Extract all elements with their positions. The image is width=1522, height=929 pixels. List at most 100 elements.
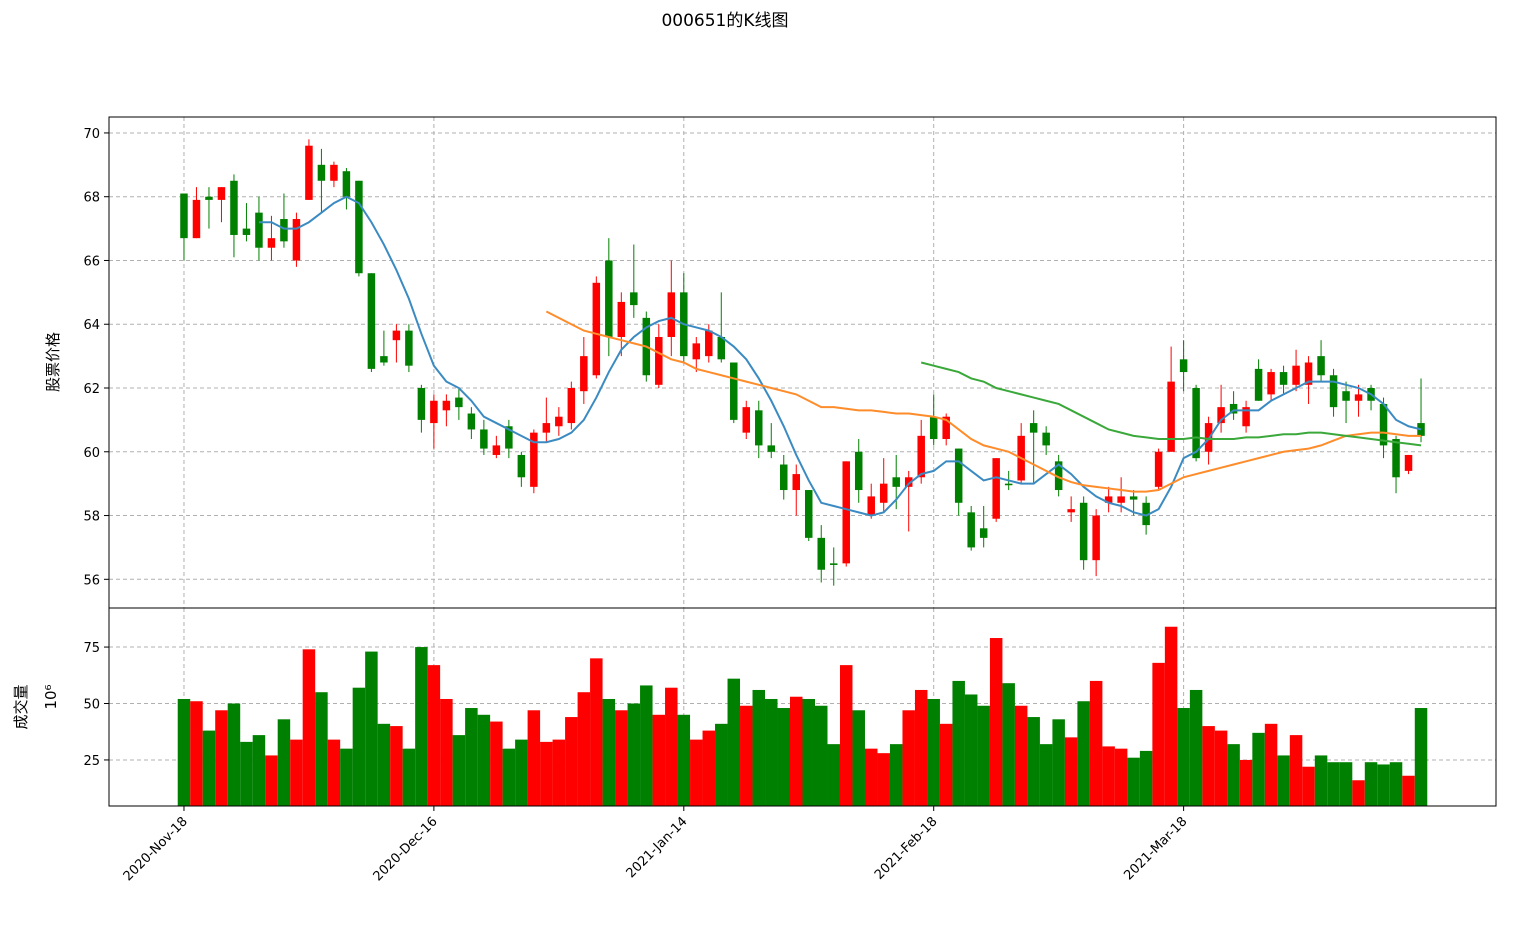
volume-bar — [240, 741, 253, 806]
volume-bar — [1252, 732, 1265, 806]
candle-body — [1354, 394, 1363, 401]
candle-body — [854, 451, 863, 491]
volume-bar — [1064, 737, 1078, 806]
candle-body — [1042, 432, 1050, 446]
volume-bar — [202, 730, 216, 806]
volume-bar — [1002, 683, 1015, 806]
x-tick-label: 2020-Nov-18 — [121, 814, 191, 884]
volume-bar — [1164, 626, 1178, 806]
volume-bar — [790, 696, 803, 806]
candle-body — [705, 330, 713, 357]
x-tick-label: 2021-Feb-18 — [872, 814, 941, 883]
candle-body — [1179, 359, 1188, 373]
candle-body — [1154, 451, 1163, 487]
volume-bar — [1039, 744, 1053, 806]
candle-body — [1092, 515, 1100, 561]
volume-bar — [677, 714, 691, 806]
volume-bar — [415, 647, 428, 806]
volume-bar — [964, 694, 978, 806]
volume-bar — [652, 714, 666, 806]
candle-body — [217, 187, 226, 200]
volume-bar — [477, 714, 491, 806]
volume-bar — [1077, 701, 1090, 806]
volume-bar — [864, 748, 878, 806]
candle-body — [1117, 496, 1125, 503]
volume-bar — [277, 719, 291, 806]
y-tick-label: 58 — [83, 510, 100, 525]
candle-body — [180, 193, 188, 239]
volume-bar — [302, 649, 316, 806]
volume-bar — [365, 651, 378, 806]
candle-body — [605, 260, 613, 337]
candle-body — [505, 426, 513, 449]
candle-body — [1104, 496, 1113, 503]
y-tick-label: 50 — [83, 698, 100, 713]
volume-bar — [690, 739, 703, 806]
volume-bar — [702, 730, 716, 806]
candle-body — [467, 413, 476, 430]
volume-bar — [952, 680, 965, 806]
y-axis-label: 股票价格 — [44, 332, 62, 392]
candle-body — [817, 537, 825, 570]
volume-bar — [627, 703, 641, 806]
y-tick-label: 66 — [83, 254, 100, 269]
candle-body — [904, 477, 913, 487]
volume-bar — [1227, 744, 1240, 806]
volume-bar — [452, 735, 466, 806]
candle-body — [242, 228, 251, 235]
volume-bar — [765, 698, 778, 806]
volume-bar — [752, 689, 766, 806]
candle-body — [442, 400, 451, 411]
candle-body — [842, 461, 850, 564]
volume-bar — [527, 710, 541, 806]
candle-body — [280, 219, 288, 242]
volume-bar — [352, 687, 366, 806]
y-tick-label: 56 — [83, 573, 100, 588]
candle-body — [342, 171, 351, 197]
candle-body — [992, 458, 1000, 519]
volume-bar — [1027, 717, 1040, 806]
candle-body — [292, 219, 301, 261]
volume-bar — [1177, 708, 1190, 806]
candle-body — [1242, 407, 1250, 427]
candle-body — [1254, 368, 1263, 401]
price-frame — [108, 116, 1497, 609]
candle-body — [792, 474, 801, 491]
volume-bar — [427, 665, 441, 806]
ma-line — [920, 361, 1422, 447]
candle-body — [879, 483, 888, 503]
y-tick-label: 60 — [83, 446, 100, 461]
y-tick-label: 62 — [83, 382, 100, 397]
volume-bar — [577, 692, 591, 806]
candle-body — [580, 356, 588, 392]
volume-bar — [615, 710, 628, 806]
candle-body — [829, 563, 838, 565]
candle-body — [1129, 496, 1138, 500]
candle-body — [942, 416, 950, 440]
volume-bar — [889, 744, 903, 806]
candle-body — [405, 330, 413, 366]
volume-bar — [215, 710, 228, 806]
volume-bar — [1302, 766, 1315, 806]
y-tick-label: 70 — [83, 127, 100, 142]
volume-bar — [802, 698, 815, 806]
candle-body — [192, 199, 201, 239]
candle-body — [755, 410, 763, 446]
volume-bar — [902, 710, 915, 806]
volume-bar — [502, 748, 516, 806]
volume-bar — [1014, 705, 1028, 806]
candle-body — [767, 445, 776, 452]
volume-bar — [1152, 662, 1165, 806]
volume-bar — [1139, 750, 1153, 806]
candle-body — [655, 336, 663, 385]
candle-body — [1404, 454, 1413, 471]
ma-line — [545, 310, 1422, 493]
candle-body — [717, 336, 726, 360]
candle-body — [567, 388, 576, 424]
volume-bar — [565, 717, 578, 806]
candle-body — [1379, 403, 1388, 446]
volume-bar — [390, 726, 403, 806]
candle-body — [392, 330, 401, 341]
volume-bar — [989, 638, 1003, 806]
